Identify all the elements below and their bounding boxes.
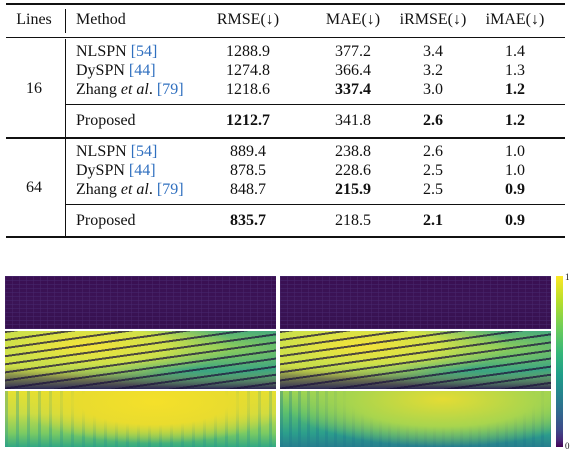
sparse-input-right bbox=[280, 276, 551, 329]
mae-value: 366.4 bbox=[335, 62, 371, 79]
table-row-method: Zhang et al. [79] bbox=[76, 180, 184, 200]
column-divider-group-64 bbox=[65, 139, 66, 236]
method-name: NLSPN bbox=[76, 43, 127, 60]
mae-value: 215.9 bbox=[335, 181, 371, 198]
results-table: Lines Method RMSE(↓) MAE(↓) iRMSE(↓) iMA… bbox=[6, 3, 565, 238]
header-imae: iMAE(↓) bbox=[485, 11, 545, 28]
qualitative-figure: 1 0 bbox=[0, 270, 571, 453]
imae-value: 1.3 bbox=[505, 62, 525, 79]
citation-link[interactable]: [54] bbox=[130, 43, 158, 60]
mae-value: 337.4 bbox=[335, 81, 371, 98]
method-suffix: . bbox=[148, 181, 153, 198]
header-rmse: RMSE(↓) bbox=[216, 11, 280, 28]
sparse-input-left bbox=[5, 276, 276, 329]
method-name: DySPN bbox=[76, 62, 125, 79]
irmse-value: 3.2 bbox=[423, 62, 443, 79]
proposed-separator-16 bbox=[66, 104, 565, 105]
mae-value: 341.8 bbox=[335, 112, 371, 129]
irmse-value: 2.6 bbox=[423, 112, 443, 129]
method-name: NLSPN bbox=[76, 143, 127, 160]
table-bottom-rule bbox=[6, 236, 565, 238]
table-header-rule bbox=[6, 37, 565, 38]
rmse-value: 1274.8 bbox=[226, 62, 270, 79]
dense-depth-right bbox=[280, 331, 551, 389]
table-row-method: NLSPN [54] bbox=[76, 142, 157, 162]
mae-value: 238.8 bbox=[335, 143, 371, 160]
mae-value: 377.2 bbox=[335, 43, 371, 60]
proposed-method-64: Proposed bbox=[76, 212, 136, 229]
column-divider-header bbox=[65, 9, 66, 33]
colorbar bbox=[556, 276, 563, 447]
imae-value: 1.2 bbox=[505, 112, 525, 129]
header-irmse: iRMSE(↓) bbox=[399, 11, 467, 28]
table-row-method: DySPN [44] bbox=[76, 161, 156, 181]
mae-value: 228.6 bbox=[335, 162, 371, 179]
method-suffix: . bbox=[148, 81, 153, 98]
header-mae: MAE(↓) bbox=[325, 11, 381, 28]
table-row-method: NLSPN [54] bbox=[76, 42, 157, 62]
citation-link[interactable]: [79] bbox=[156, 81, 184, 98]
method-et-al: et al bbox=[120, 81, 149, 98]
header-lines: Lines bbox=[16, 11, 52, 28]
rmse-value: 1212.7 bbox=[226, 112, 270, 129]
header-method: Method bbox=[76, 11, 126, 28]
table-row-method: DySPN [44] bbox=[76, 61, 156, 81]
rmse-value: 1288.9 bbox=[226, 43, 270, 60]
rmse-value: 848.7 bbox=[230, 181, 266, 198]
irmse-value: 2.6 bbox=[423, 143, 443, 160]
method-name: Zhang bbox=[76, 81, 117, 98]
rmse-value: 878.5 bbox=[230, 162, 266, 179]
imae-value: 0.9 bbox=[505, 181, 525, 198]
imae-value: 1.2 bbox=[505, 81, 525, 98]
mae-value: 218.5 bbox=[335, 212, 371, 229]
error-map-left bbox=[5, 391, 276, 447]
imae-value: 0.9 bbox=[505, 212, 525, 229]
irmse-value: 2.1 bbox=[423, 212, 443, 229]
imae-value: 1.0 bbox=[505, 162, 525, 179]
irmse-value: 2.5 bbox=[423, 162, 443, 179]
table-row-method: Zhang et al. [79] bbox=[76, 80, 184, 100]
rmse-value: 835.7 bbox=[230, 212, 266, 229]
column-divider-group-16 bbox=[65, 39, 66, 137]
irmse-value: 3.4 bbox=[423, 43, 443, 60]
table-group-rule bbox=[6, 137, 565, 139]
citation-link[interactable]: [54] bbox=[130, 143, 158, 160]
colorbar-max-label: 1 bbox=[565, 272, 570, 282]
method-name: Zhang bbox=[76, 181, 117, 198]
proposed-separator-64 bbox=[66, 204, 565, 205]
irmse-value: 3.0 bbox=[423, 81, 443, 98]
citation-link[interactable]: [44] bbox=[128, 62, 156, 79]
rmse-value: 1218.6 bbox=[226, 81, 270, 98]
citation-link[interactable]: [79] bbox=[156, 181, 184, 198]
imae-value: 1.0 bbox=[505, 143, 525, 160]
imae-value: 1.4 bbox=[505, 43, 525, 60]
irmse-value: 2.5 bbox=[423, 181, 443, 198]
group-lines-16: 16 bbox=[26, 80, 42, 97]
error-map-right bbox=[280, 391, 551, 447]
method-et-al: et al bbox=[120, 181, 149, 198]
rmse-value: 889.4 bbox=[230, 143, 266, 160]
method-name: DySPN bbox=[76, 162, 125, 179]
citation-link[interactable]: [44] bbox=[128, 162, 156, 179]
dense-depth-left bbox=[5, 331, 276, 389]
colorbar-min-label: 0 bbox=[565, 441, 570, 451]
proposed-method-16: Proposed bbox=[76, 112, 136, 129]
table-top-rule bbox=[6, 3, 565, 5]
group-lines-64: 64 bbox=[26, 179, 42, 196]
